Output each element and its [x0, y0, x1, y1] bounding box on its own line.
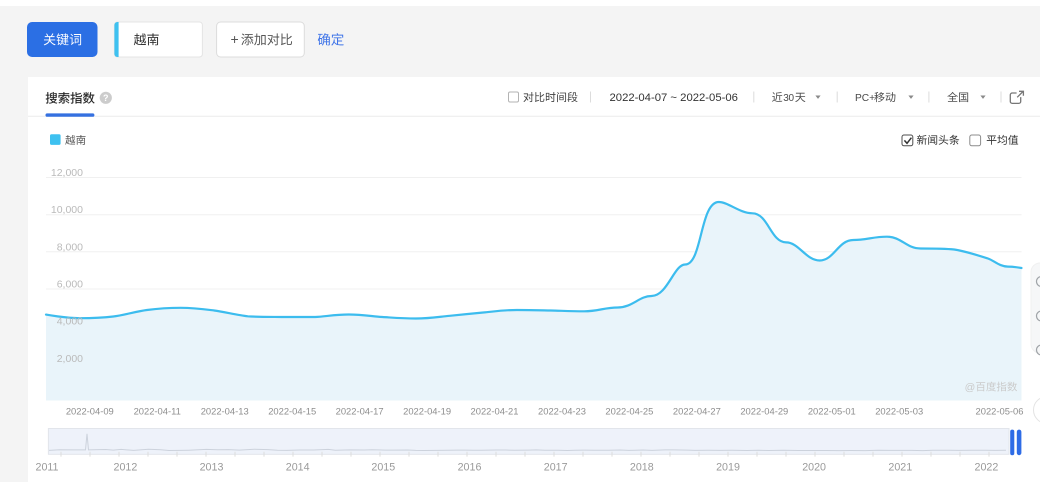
- svg-text:30: 30: [783, 93, 794, 104]
- svg-text:2022-05-01: 2022-05-01: [808, 406, 856, 417]
- svg-text:2,000: 2,000: [57, 353, 83, 365]
- svg-text:2022-04-23: 2022-04-23: [538, 406, 586, 417]
- svg-text:2022-04-07 ~ 2022-05-06: 2022-04-07 ~ 2022-05-06: [610, 92, 738, 104]
- svg-text:2020: 2020: [802, 461, 826, 473]
- svg-text:10,000: 10,000: [51, 204, 83, 216]
- svg-text:2022-05-03: 2022-05-03: [875, 406, 923, 417]
- svg-text:2022-04-11: 2022-04-11: [134, 406, 181, 417]
- svg-text:2022-04-21: 2022-04-21: [471, 406, 519, 417]
- svg-text:2022: 2022: [975, 461, 999, 473]
- svg-text:?: ?: [103, 93, 109, 103]
- svg-text:2019: 2019: [716, 461, 740, 473]
- svg-text:2012: 2012: [114, 461, 138, 473]
- svg-text:2022-05-06: 2022-05-06: [976, 406, 1024, 417]
- svg-text:2021: 2021: [888, 461, 912, 473]
- svg-text:12,000: 12,000: [51, 167, 83, 179]
- svg-text:2017: 2017: [544, 461, 568, 473]
- svg-text:2014: 2014: [286, 461, 310, 473]
- svg-text:2022-04-27: 2022-04-27: [673, 406, 721, 417]
- svg-text:+: +: [231, 31, 239, 47]
- svg-text:8,000: 8,000: [57, 241, 83, 253]
- svg-text:2011: 2011: [36, 461, 59, 473]
- svg-text:2022-04-29: 2022-04-29: [740, 406, 788, 417]
- svg-text:2016: 2016: [458, 461, 482, 473]
- svg-text:2022-04-25: 2022-04-25: [605, 406, 653, 417]
- svg-text:6,000: 6,000: [57, 279, 83, 291]
- svg-text:2015: 2015: [371, 461, 395, 473]
- svg-text:2018: 2018: [630, 461, 654, 473]
- svg-text:2013: 2013: [200, 461, 224, 473]
- svg-text:PC+: PC+: [855, 93, 875, 104]
- svg-text:2022-04-17: 2022-04-17: [336, 406, 384, 417]
- svg-text:4,000: 4,000: [57, 316, 83, 328]
- svg-text:@: @: [965, 382, 976, 394]
- svg-text:2022-04-13: 2022-04-13: [201, 406, 249, 417]
- svg-text:2022-04-15: 2022-04-15: [268, 406, 316, 417]
- svg-text:2022-04-19: 2022-04-19: [403, 406, 451, 417]
- svg-text:2022-04-09: 2022-04-09: [66, 406, 114, 417]
